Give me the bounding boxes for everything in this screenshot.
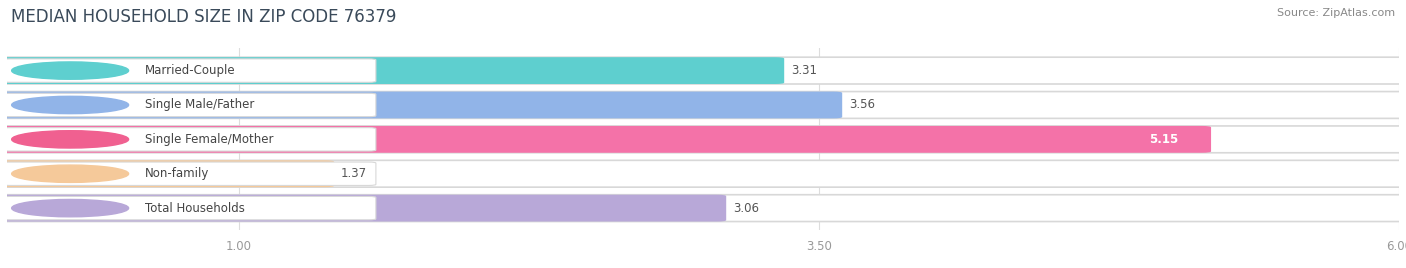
FancyBboxPatch shape xyxy=(0,160,1406,187)
FancyBboxPatch shape xyxy=(0,126,1406,153)
Text: Non-family: Non-family xyxy=(145,167,209,180)
FancyBboxPatch shape xyxy=(0,160,335,187)
Text: 1.37: 1.37 xyxy=(342,167,367,180)
Text: 3.06: 3.06 xyxy=(733,202,759,215)
FancyBboxPatch shape xyxy=(0,57,785,84)
Text: Single Female/Mother: Single Female/Mother xyxy=(145,133,273,146)
FancyBboxPatch shape xyxy=(3,162,375,185)
Text: 5.15: 5.15 xyxy=(1149,133,1178,146)
Circle shape xyxy=(11,96,128,114)
FancyBboxPatch shape xyxy=(3,93,375,117)
Text: Source: ZipAtlas.com: Source: ZipAtlas.com xyxy=(1277,8,1395,18)
Text: 3.31: 3.31 xyxy=(792,64,817,77)
Text: 3.56: 3.56 xyxy=(849,98,875,111)
FancyBboxPatch shape xyxy=(0,57,1406,84)
FancyBboxPatch shape xyxy=(0,126,1211,153)
FancyBboxPatch shape xyxy=(0,92,1406,118)
Text: Married-Couple: Married-Couple xyxy=(145,64,235,77)
Circle shape xyxy=(11,199,128,217)
Text: MEDIAN HOUSEHOLD SIZE IN ZIP CODE 76379: MEDIAN HOUSEHOLD SIZE IN ZIP CODE 76379 xyxy=(11,8,396,26)
FancyBboxPatch shape xyxy=(3,196,375,220)
FancyBboxPatch shape xyxy=(0,195,727,222)
Circle shape xyxy=(11,165,128,183)
Text: Single Male/Father: Single Male/Father xyxy=(145,98,254,111)
FancyBboxPatch shape xyxy=(3,59,375,82)
FancyBboxPatch shape xyxy=(3,128,375,151)
FancyBboxPatch shape xyxy=(0,195,1406,222)
Circle shape xyxy=(11,131,128,148)
Circle shape xyxy=(11,62,128,79)
FancyBboxPatch shape xyxy=(0,92,842,118)
Text: Total Households: Total Households xyxy=(145,202,245,215)
